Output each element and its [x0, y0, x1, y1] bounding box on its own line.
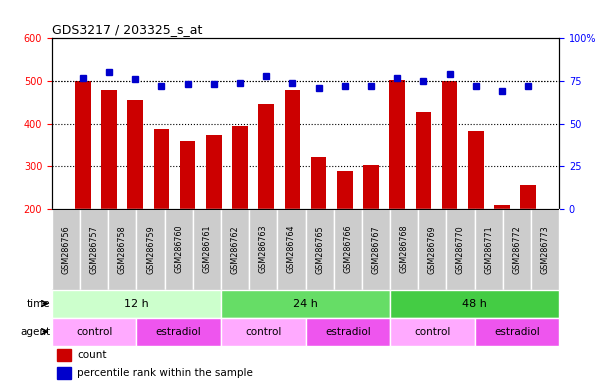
Bar: [390, 290, 559, 318]
Text: GSM286759: GSM286759: [146, 225, 155, 273]
Text: estradiol: estradiol: [325, 326, 371, 337]
Text: GSM286756: GSM286756: [62, 225, 70, 273]
Bar: [180, 141, 196, 209]
Bar: [306, 318, 390, 346]
Text: GSM286765: GSM286765: [315, 225, 324, 273]
Bar: [232, 126, 248, 209]
Text: GSM286766: GSM286766: [343, 225, 353, 273]
Text: GSM286773: GSM286773: [541, 225, 549, 273]
Bar: [389, 80, 405, 209]
Text: GSM286771: GSM286771: [484, 225, 493, 273]
Bar: [475, 209, 503, 290]
Text: GSM286767: GSM286767: [371, 225, 381, 273]
Bar: [334, 209, 362, 290]
Bar: [468, 131, 484, 209]
Bar: [447, 209, 475, 290]
Text: 24 h: 24 h: [293, 298, 318, 309]
Bar: [108, 209, 136, 290]
Text: GSM286770: GSM286770: [456, 225, 465, 273]
Bar: [531, 209, 559, 290]
Text: control: control: [245, 326, 282, 337]
Bar: [475, 318, 559, 346]
Text: estradiol: estradiol: [494, 326, 540, 337]
Bar: [306, 209, 334, 290]
Bar: [503, 209, 531, 290]
Bar: [442, 81, 458, 209]
Text: percentile rank within the sample: percentile rank within the sample: [78, 368, 253, 378]
Bar: [221, 318, 306, 346]
Bar: [494, 205, 510, 209]
Bar: [164, 209, 193, 290]
Bar: [418, 209, 447, 290]
Text: estradiol: estradiol: [156, 326, 202, 337]
Bar: [277, 209, 306, 290]
Bar: [521, 185, 536, 209]
Text: control: control: [414, 326, 450, 337]
Text: GSM286769: GSM286769: [428, 225, 437, 273]
Text: GDS3217 / 203325_s_at: GDS3217 / 203325_s_at: [52, 23, 202, 36]
Bar: [363, 165, 379, 209]
Bar: [362, 209, 390, 290]
Bar: [285, 90, 300, 209]
Bar: [52, 318, 136, 346]
Bar: [52, 290, 221, 318]
Text: 12 h: 12 h: [124, 298, 149, 309]
Bar: [193, 209, 221, 290]
Bar: [127, 100, 143, 209]
Text: 48 h: 48 h: [462, 298, 487, 309]
Bar: [221, 290, 390, 318]
Text: GSM286757: GSM286757: [90, 225, 99, 273]
Bar: [249, 209, 277, 290]
Bar: [57, 349, 71, 361]
Bar: [57, 367, 71, 379]
Text: GSM286758: GSM286758: [118, 225, 127, 273]
Text: GSM286762: GSM286762: [230, 225, 240, 273]
Text: GSM286768: GSM286768: [400, 225, 409, 273]
Bar: [258, 104, 274, 209]
Bar: [221, 209, 249, 290]
Bar: [153, 129, 169, 209]
Bar: [311, 157, 326, 209]
Text: time: time: [27, 298, 51, 309]
Bar: [206, 135, 222, 209]
Bar: [80, 209, 108, 290]
Text: GSM286763: GSM286763: [258, 225, 268, 273]
Text: count: count: [78, 350, 107, 360]
Bar: [52, 209, 80, 290]
Bar: [390, 209, 418, 290]
Text: GSM286764: GSM286764: [287, 225, 296, 273]
Text: GSM286761: GSM286761: [202, 225, 211, 273]
Bar: [415, 112, 431, 209]
Bar: [136, 318, 221, 346]
Bar: [136, 209, 164, 290]
Text: GSM286772: GSM286772: [512, 225, 521, 273]
Bar: [101, 90, 117, 209]
Bar: [337, 170, 353, 209]
Bar: [390, 318, 475, 346]
Text: agent: agent: [20, 326, 51, 337]
Text: GSM286760: GSM286760: [174, 225, 183, 273]
Text: control: control: [76, 326, 112, 337]
Bar: [75, 81, 90, 209]
